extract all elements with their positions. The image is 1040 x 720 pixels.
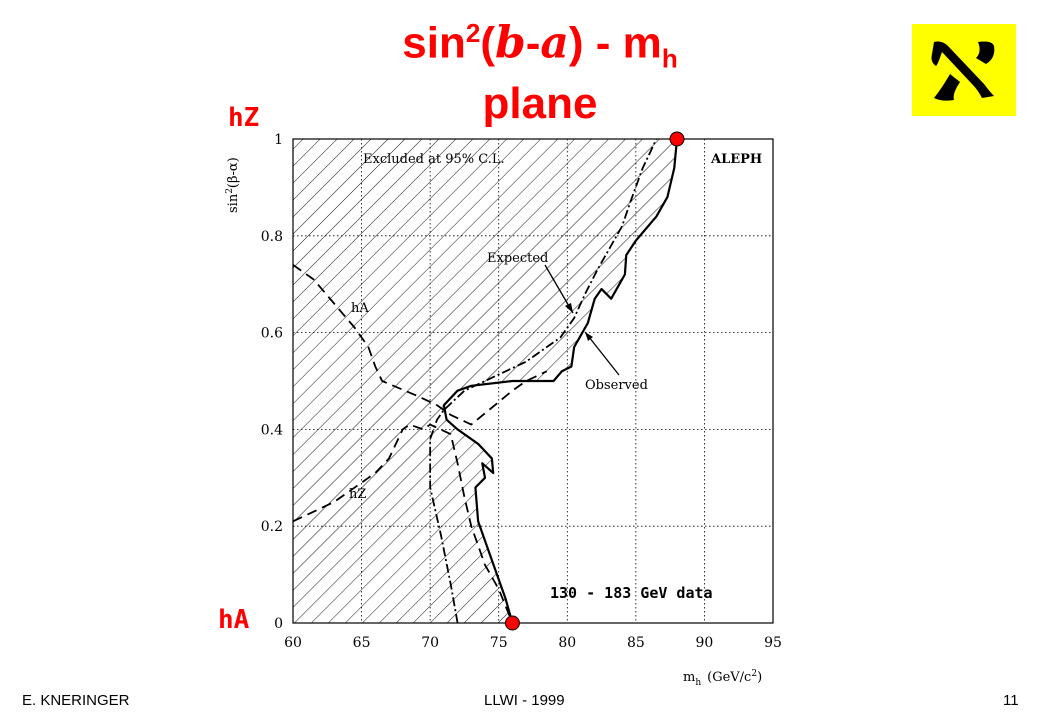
expected-label: Expected [487, 251, 548, 266]
curves [292, 138, 679, 624]
y-tick-label: 0.6 [261, 326, 283, 342]
hz-curve-label: hZ [349, 487, 366, 502]
title-alpha: a [540, 17, 569, 69]
y-tick-label: 0.2 [261, 519, 283, 535]
plot-frame [292, 138, 774, 624]
title-paren-close: ) [568, 18, 584, 68]
title-line2: plane [482, 79, 598, 129]
ha-label: hA [218, 605, 250, 635]
slide-title: sin2(b-a) - mh plane [250, 10, 830, 127]
endpoint-marker [504, 615, 520, 631]
title-sup: 2 [465, 18, 481, 48]
footer-author: E. KNERINGER [22, 692, 130, 709]
footer-page-number: 11 [1003, 692, 1019, 709]
ha-curve-label: hA [351, 301, 369, 316]
footer-conference: LLWI - 1999 [484, 692, 565, 709]
aleph-logo [912, 24, 1016, 116]
observed-arrow [584, 331, 620, 376]
chart: 60 65 70 75 80 85 90 95 0 0.2 0.4 0.6 0.8 1 Excluded … [225, 131, 782, 688]
aleph-label: ALEPH [710, 152, 762, 167]
hz-label: hZ [228, 103, 260, 133]
x-tick-label: 65 [353, 635, 371, 651]
data-note: 130 - 183 GeV data [550, 584, 713, 602]
y-tick-label: 1 [274, 132, 283, 148]
title-sin: sin [402, 18, 466, 68]
endpoints [504, 131, 685, 631]
endpoint-marker [669, 131, 685, 147]
x-tick-label: 60 [284, 635, 302, 651]
observed-arrowhead [585, 332, 593, 341]
observed-label: Observed [585, 378, 648, 393]
title-beta: b [494, 17, 526, 69]
curve-expected [429, 138, 658, 624]
curve-observed [442, 138, 679, 624]
x-axis-label: mh (GeV/c2) [683, 669, 762, 688]
x-tick-label: 75 [490, 635, 508, 651]
x-tick-label: 70 [421, 635, 439, 651]
title-paren-open: ( [480, 18, 495, 68]
title-sub-h: h [661, 43, 678, 74]
x-tick-label: 90 [696, 635, 714, 651]
curve-ha [292, 264, 548, 426]
title-dash-m: - m [583, 18, 662, 68]
y-tick-label: 0 [274, 616, 283, 632]
x-tick-label: 85 [627, 635, 645, 651]
x-tick-label: 80 [558, 635, 576, 651]
ticks: 60 65 70 75 80 85 90 95 0 0.2 0.4 0.6 0.8 1 [261, 132, 782, 651]
excluded-region [293, 139, 677, 623]
y-tick-label: 0.8 [261, 229, 283, 245]
title-minus: - [525, 18, 541, 68]
x-tick-label: 95 [764, 635, 782, 651]
aleph-letter-icon [931, 41, 995, 101]
expected-arrowhead [565, 303, 573, 313]
y-tick-label: 0.4 [261, 422, 283, 438]
excluded-label: Excluded at 95% C.L. [363, 152, 505, 167]
curve-hz [292, 423, 514, 624]
excluded-hatch [293, 139, 677, 623]
y-axis-label: sin2(β-α) [225, 157, 241, 213]
